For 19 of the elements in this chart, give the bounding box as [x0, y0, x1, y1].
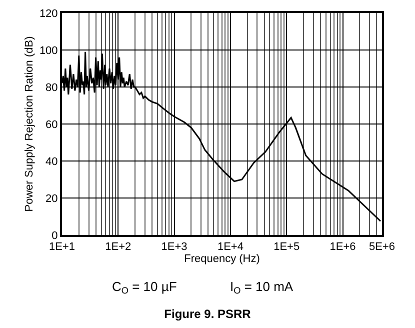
text: I$_{O}$ = 10 mA	[230, 279, 294, 296]
y-axis-title: Power Supply Rejection Ration (dB)	[24, 36, 36, 212]
y-tick-label: 100	[39, 44, 58, 57]
y-tick-label: 40	[46, 156, 58, 168]
text: Figure 9. PSRR	[164, 307, 252, 322]
x-tick-label: 1E+5	[274, 241, 300, 254]
y-tick-label: 20	[46, 192, 58, 205]
x-tick-label: 1E+1	[49, 241, 75, 254]
y-tick-label: 0	[52, 230, 58, 242]
x-tick-label: 1E+3	[161, 241, 188, 254]
x-tick-label: 1E+2	[105, 241, 132, 254]
y-tick-label: 120	[39, 8, 58, 20]
y-tick-label: 60	[46, 118, 58, 131]
x-axis-title: Frequency (Hz)	[184, 253, 260, 266]
y-tick-label: 80	[46, 82, 58, 94]
text: C$_{O}$ = 10 µF	[112, 279, 177, 296]
x-tick-label: 1E+6	[330, 241, 356, 254]
x-tick-label: 1E+4	[217, 241, 244, 254]
x-tick-label: 5E+6	[369, 241, 395, 254]
